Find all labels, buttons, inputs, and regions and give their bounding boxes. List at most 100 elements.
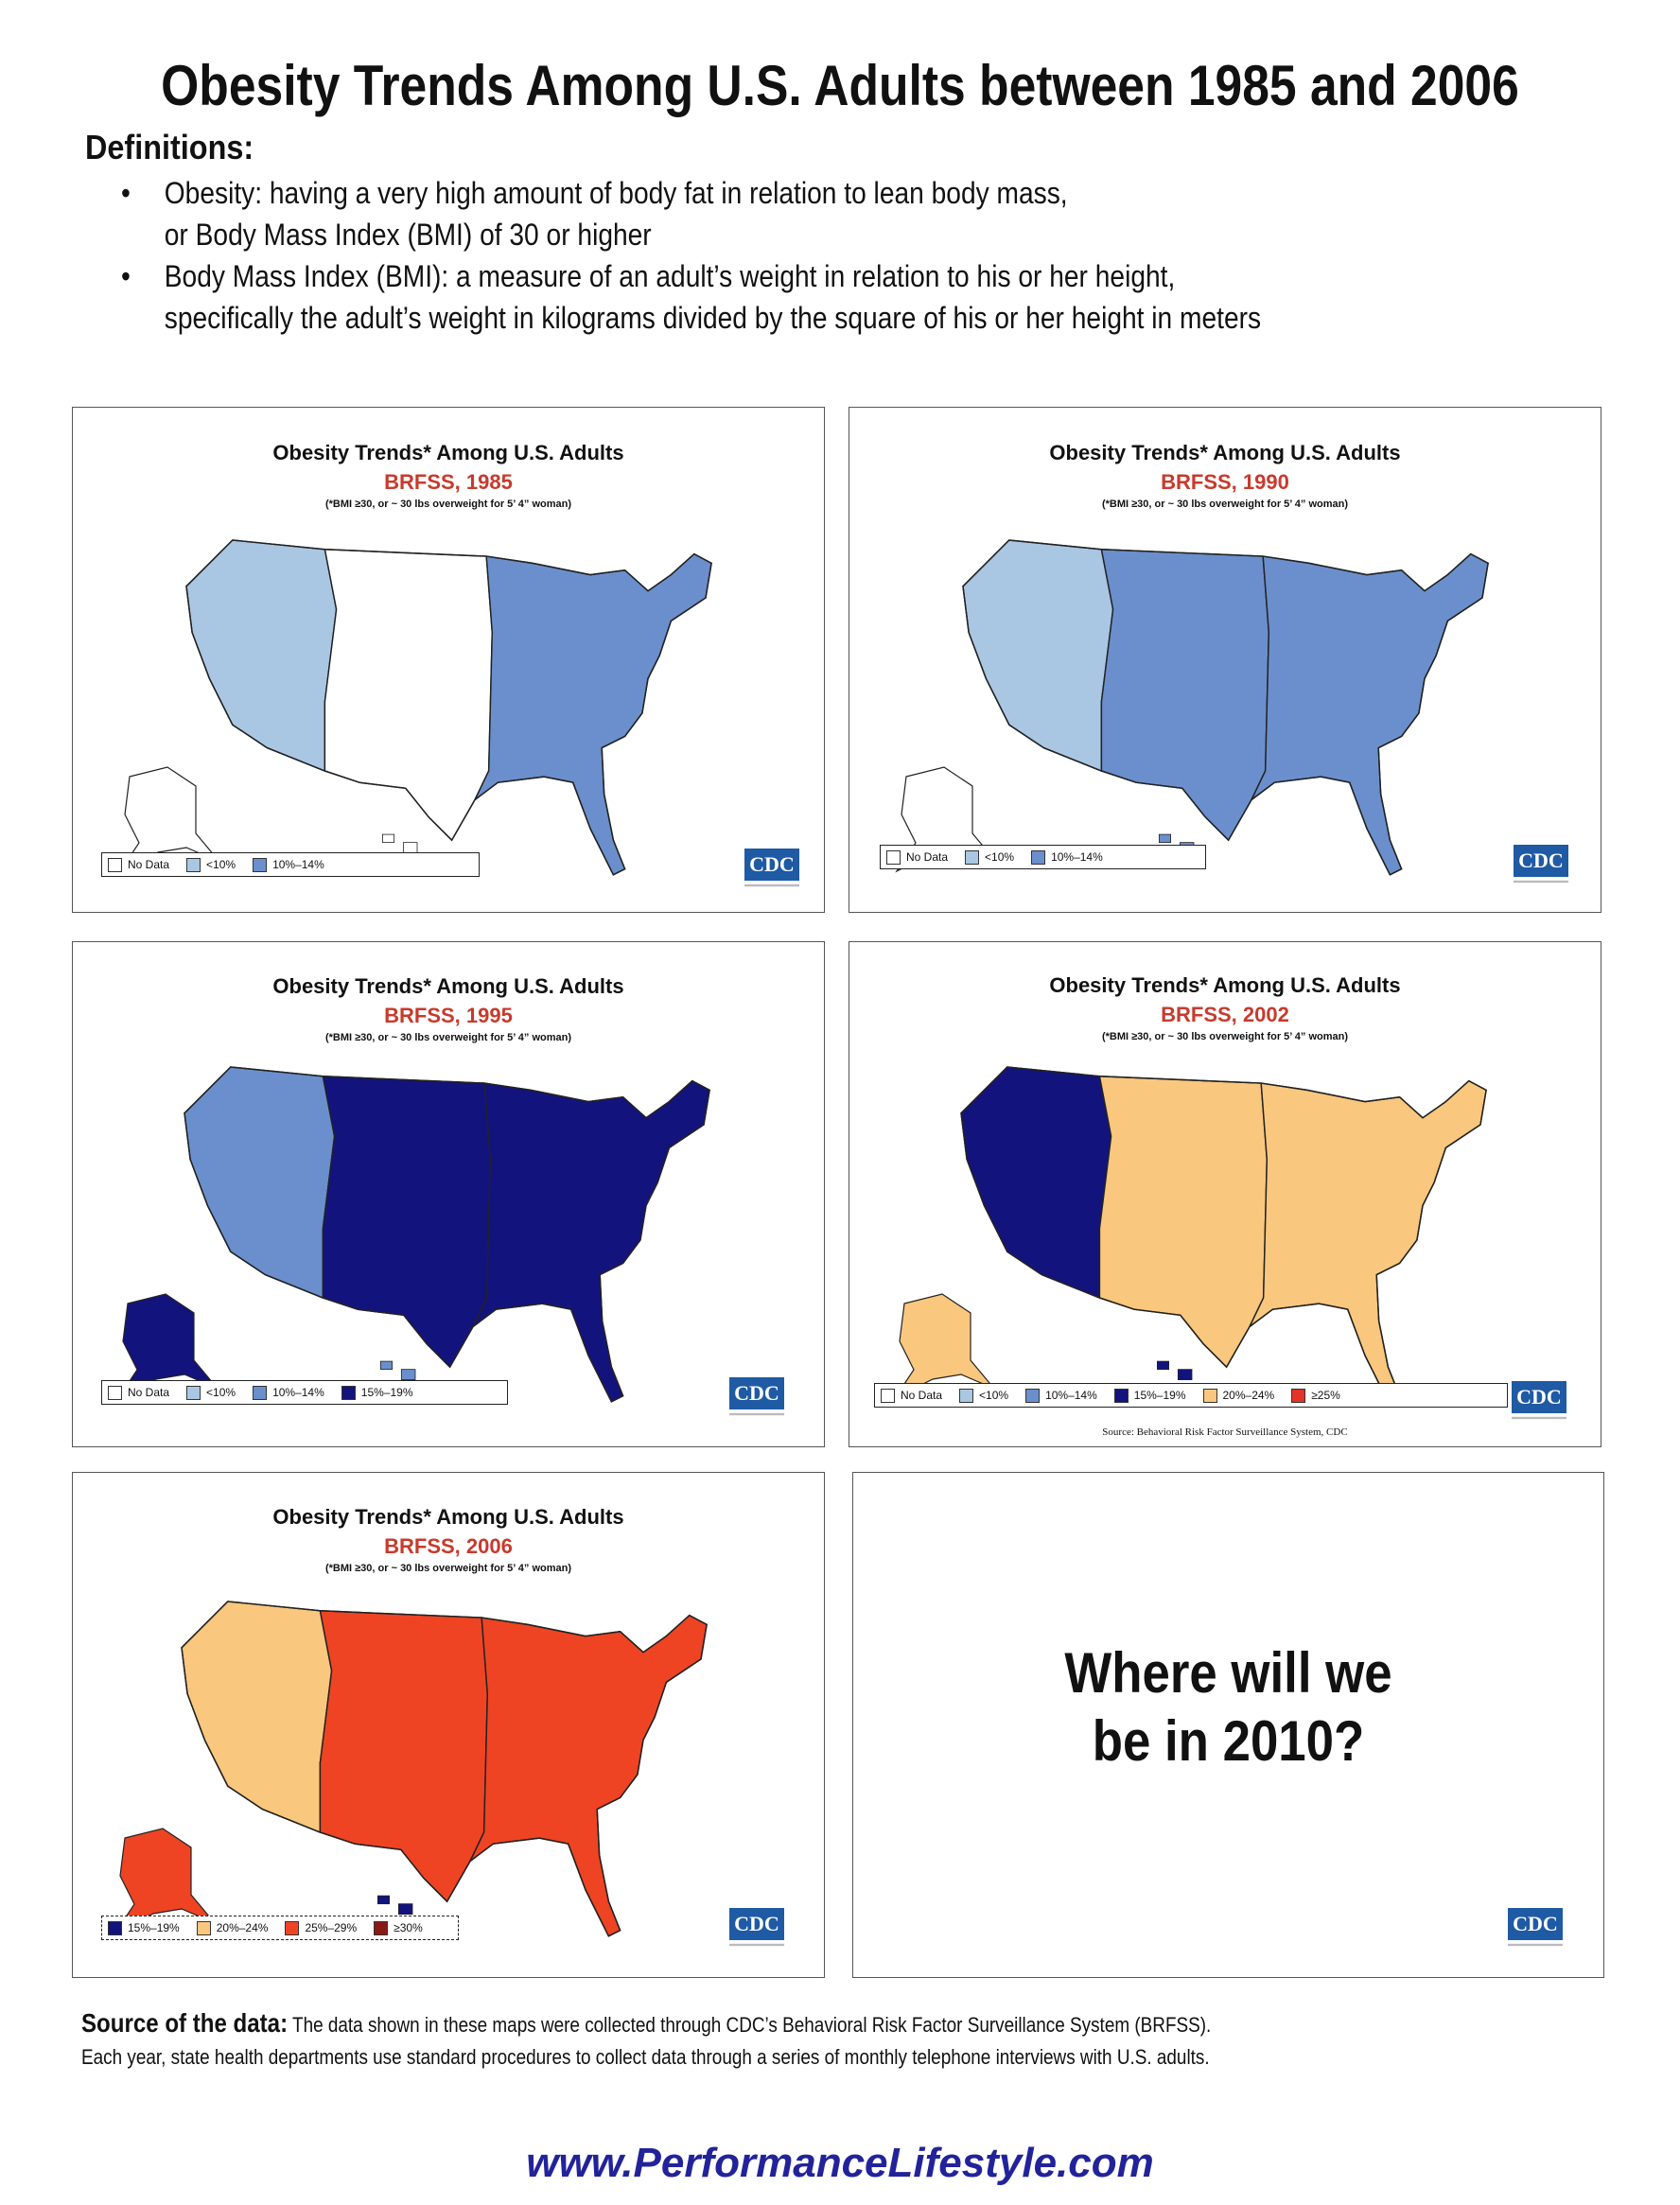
legend-label: <10%	[985, 850, 1015, 864]
map-source-note: Source: Behavioral Risk Factor Surveilla…	[1102, 1426, 1348, 1438]
us-outline	[960, 1066, 1487, 1403]
panel-title: Obesity Trends* Among U.S. Adults	[1049, 441, 1401, 464]
cdc-logo-text: CDC	[1512, 1381, 1566, 1413]
legend-item: No Data	[108, 1385, 169, 1400]
map-panel-2002: Obesity Trends* Among U.S. Adults BRFSS,…	[849, 941, 1601, 1447]
legend-item: No Data	[881, 1388, 942, 1403]
cdc-logo-text: CDC	[729, 1377, 784, 1409]
map-hawaii	[379, 1360, 393, 1371]
legend-item: 15%–19%	[341, 1385, 413, 1400]
legend-item: 15%–19%	[108, 1920, 180, 1935]
panel-subtitle: BRFSS, 1990	[1161, 470, 1289, 494]
legend-item: 10%–14%	[1031, 849, 1103, 865]
definition-item: • Body Mass Index (BMI): a measure of an …	[121, 255, 1436, 297]
legend-item: ≥25%	[1291, 1388, 1340, 1403]
definition-text: Obesity: having a very high amount of bo…	[164, 176, 1068, 210]
us-map	[114, 1601, 708, 1937]
definition-item: or Body Mass Index (BMI) of 30 or higher	[121, 214, 1436, 255]
legend-swatch	[1113, 1388, 1129, 1403]
map-region-central	[324, 548, 494, 842]
map-region-west	[181, 1601, 333, 1834]
definition-text: or Body Mass Index (BMI) of 30 or higher	[164, 218, 652, 252]
map-hawaii	[381, 833, 394, 844]
us-map	[893, 1066, 1487, 1403]
map-panel-1995: Obesity Trends* Among U.S. Adults BRFSS,…	[72, 941, 825, 1447]
cdc-logo: CDC	[1512, 1381, 1566, 1421]
legend-label: No Data	[906, 850, 949, 864]
definition-item: specifically the adult’s weight in kilog…	[121, 297, 1436, 339]
map-hawaii	[402, 842, 418, 854]
cdc-logo-text: CDC	[1508, 1908, 1563, 1940]
us-outline	[185, 539, 712, 876]
legend-swatch	[1025, 1388, 1041, 1403]
us-outline	[184, 1066, 710, 1403]
map-hawaii	[376, 1895, 390, 1905]
page-title: Obesity Trends Among U.S. Adults between…	[161, 54, 1519, 117]
map-legend: No Data <10% 10%–14%	[101, 852, 480, 877]
legend-item: <10%	[186, 857, 236, 872]
map-alaska	[116, 1293, 219, 1400]
panel-note: (*BMI ≥30, or ~ 30 lbs overweight for 5’…	[324, 1032, 572, 1043]
map-region-central	[319, 1609, 489, 1903]
legend-label: 25%–29%	[305, 1921, 358, 1934]
map-panel-1985: Obesity Trends* Among U.S. Adults BRFSS,…	[72, 407, 825, 913]
map-region-east	[474, 552, 712, 876]
panel-title: Obesity Trends* Among U.S. Adults	[1049, 973, 1401, 997]
legend-swatch	[253, 857, 268, 872]
website-link[interactable]: www.PerformanceLifestyle.com	[526, 2140, 1154, 2186]
map-region-east	[469, 1614, 708, 1937]
definitions-list: • Obesity: having a very high amount of b…	[121, 172, 1616, 339]
map-hawaii	[1177, 1369, 1193, 1381]
cdc-logo-text: CDC	[744, 849, 799, 881]
legend-label: 15%–19%	[1133, 1389, 1186, 1402]
map-hawaii	[1158, 833, 1171, 844]
definitions-heading: Definitions:	[85, 128, 254, 166]
map-region-west	[185, 539, 338, 773]
legend-label: ≥30%	[394, 1921, 423, 1934]
legend-item: 10%–14%	[1025, 1388, 1097, 1403]
legend-item: 10%–14%	[253, 857, 324, 872]
legend-label: 15%–19%	[360, 1386, 413, 1399]
us-map	[116, 1066, 710, 1403]
source-block: Source of the data: The data shown in th…	[81, 2007, 1211, 2074]
legend-item: 15%–19%	[1113, 1388, 1186, 1403]
question-line-2: be in 2010?	[1092, 1709, 1365, 1773]
map-alaska	[114, 1828, 216, 1934]
map-legend: 15%–19% 20%–24% 25%–29% ≥30%	[101, 1916, 459, 1940]
legend-label: 20%–24%	[1222, 1389, 1275, 1402]
legend-swatch	[959, 1388, 974, 1403]
legend-label: 20%–24%	[216, 1921, 269, 1934]
cdc-logo: CDC	[1508, 1908, 1563, 1948]
panel-title: Obesity Trends* Among U.S. Adults	[272, 974, 624, 998]
map-region-east	[1251, 552, 1489, 876]
source-label: Source of the data:	[81, 2008, 289, 2038]
map-panel-2006: Obesity Trends* Among U.S. Adults BRFSS,…	[72, 1472, 825, 1978]
legend-swatch	[965, 849, 980, 865]
cdc-logo: CDC	[729, 1377, 784, 1417]
definition-text: Body Mass Index (BMI): a measure of an a…	[164, 259, 1176, 293]
cdc-logo-text: CDC	[1514, 845, 1568, 877]
legend-item: <10%	[186, 1385, 236, 1400]
bullet: •	[121, 176, 131, 210]
legend-swatch	[341, 1385, 356, 1400]
map-panel-1990: Obesity Trends* Among U.S. Adults BRFSS,…	[849, 407, 1601, 913]
legend-label: 10%–14%	[272, 1386, 324, 1399]
legend-swatch	[1202, 1388, 1217, 1403]
legend-item: No Data	[108, 857, 169, 872]
bullet: •	[121, 259, 131, 293]
definition-text: specifically the adult’s weight in kilog…	[164, 301, 1262, 335]
legend-item: <10%	[959, 1388, 1009, 1403]
map-hawaii	[1156, 1360, 1169, 1371]
legend-swatch	[285, 1920, 300, 1935]
map-region-west	[184, 1066, 336, 1300]
cdc-logo: CDC	[729, 1908, 784, 1948]
map-alaska	[893, 1293, 995, 1400]
legend-label: <10%	[979, 1389, 1009, 1402]
map-region-west	[960, 1066, 1112, 1300]
legend-swatch	[881, 1388, 895, 1403]
map-hawaii	[400, 1369, 416, 1381]
legend-swatch	[1291, 1388, 1306, 1403]
legend-swatch	[186, 1385, 201, 1400]
legend-swatch	[1031, 849, 1046, 865]
legend-swatch	[374, 1920, 389, 1935]
